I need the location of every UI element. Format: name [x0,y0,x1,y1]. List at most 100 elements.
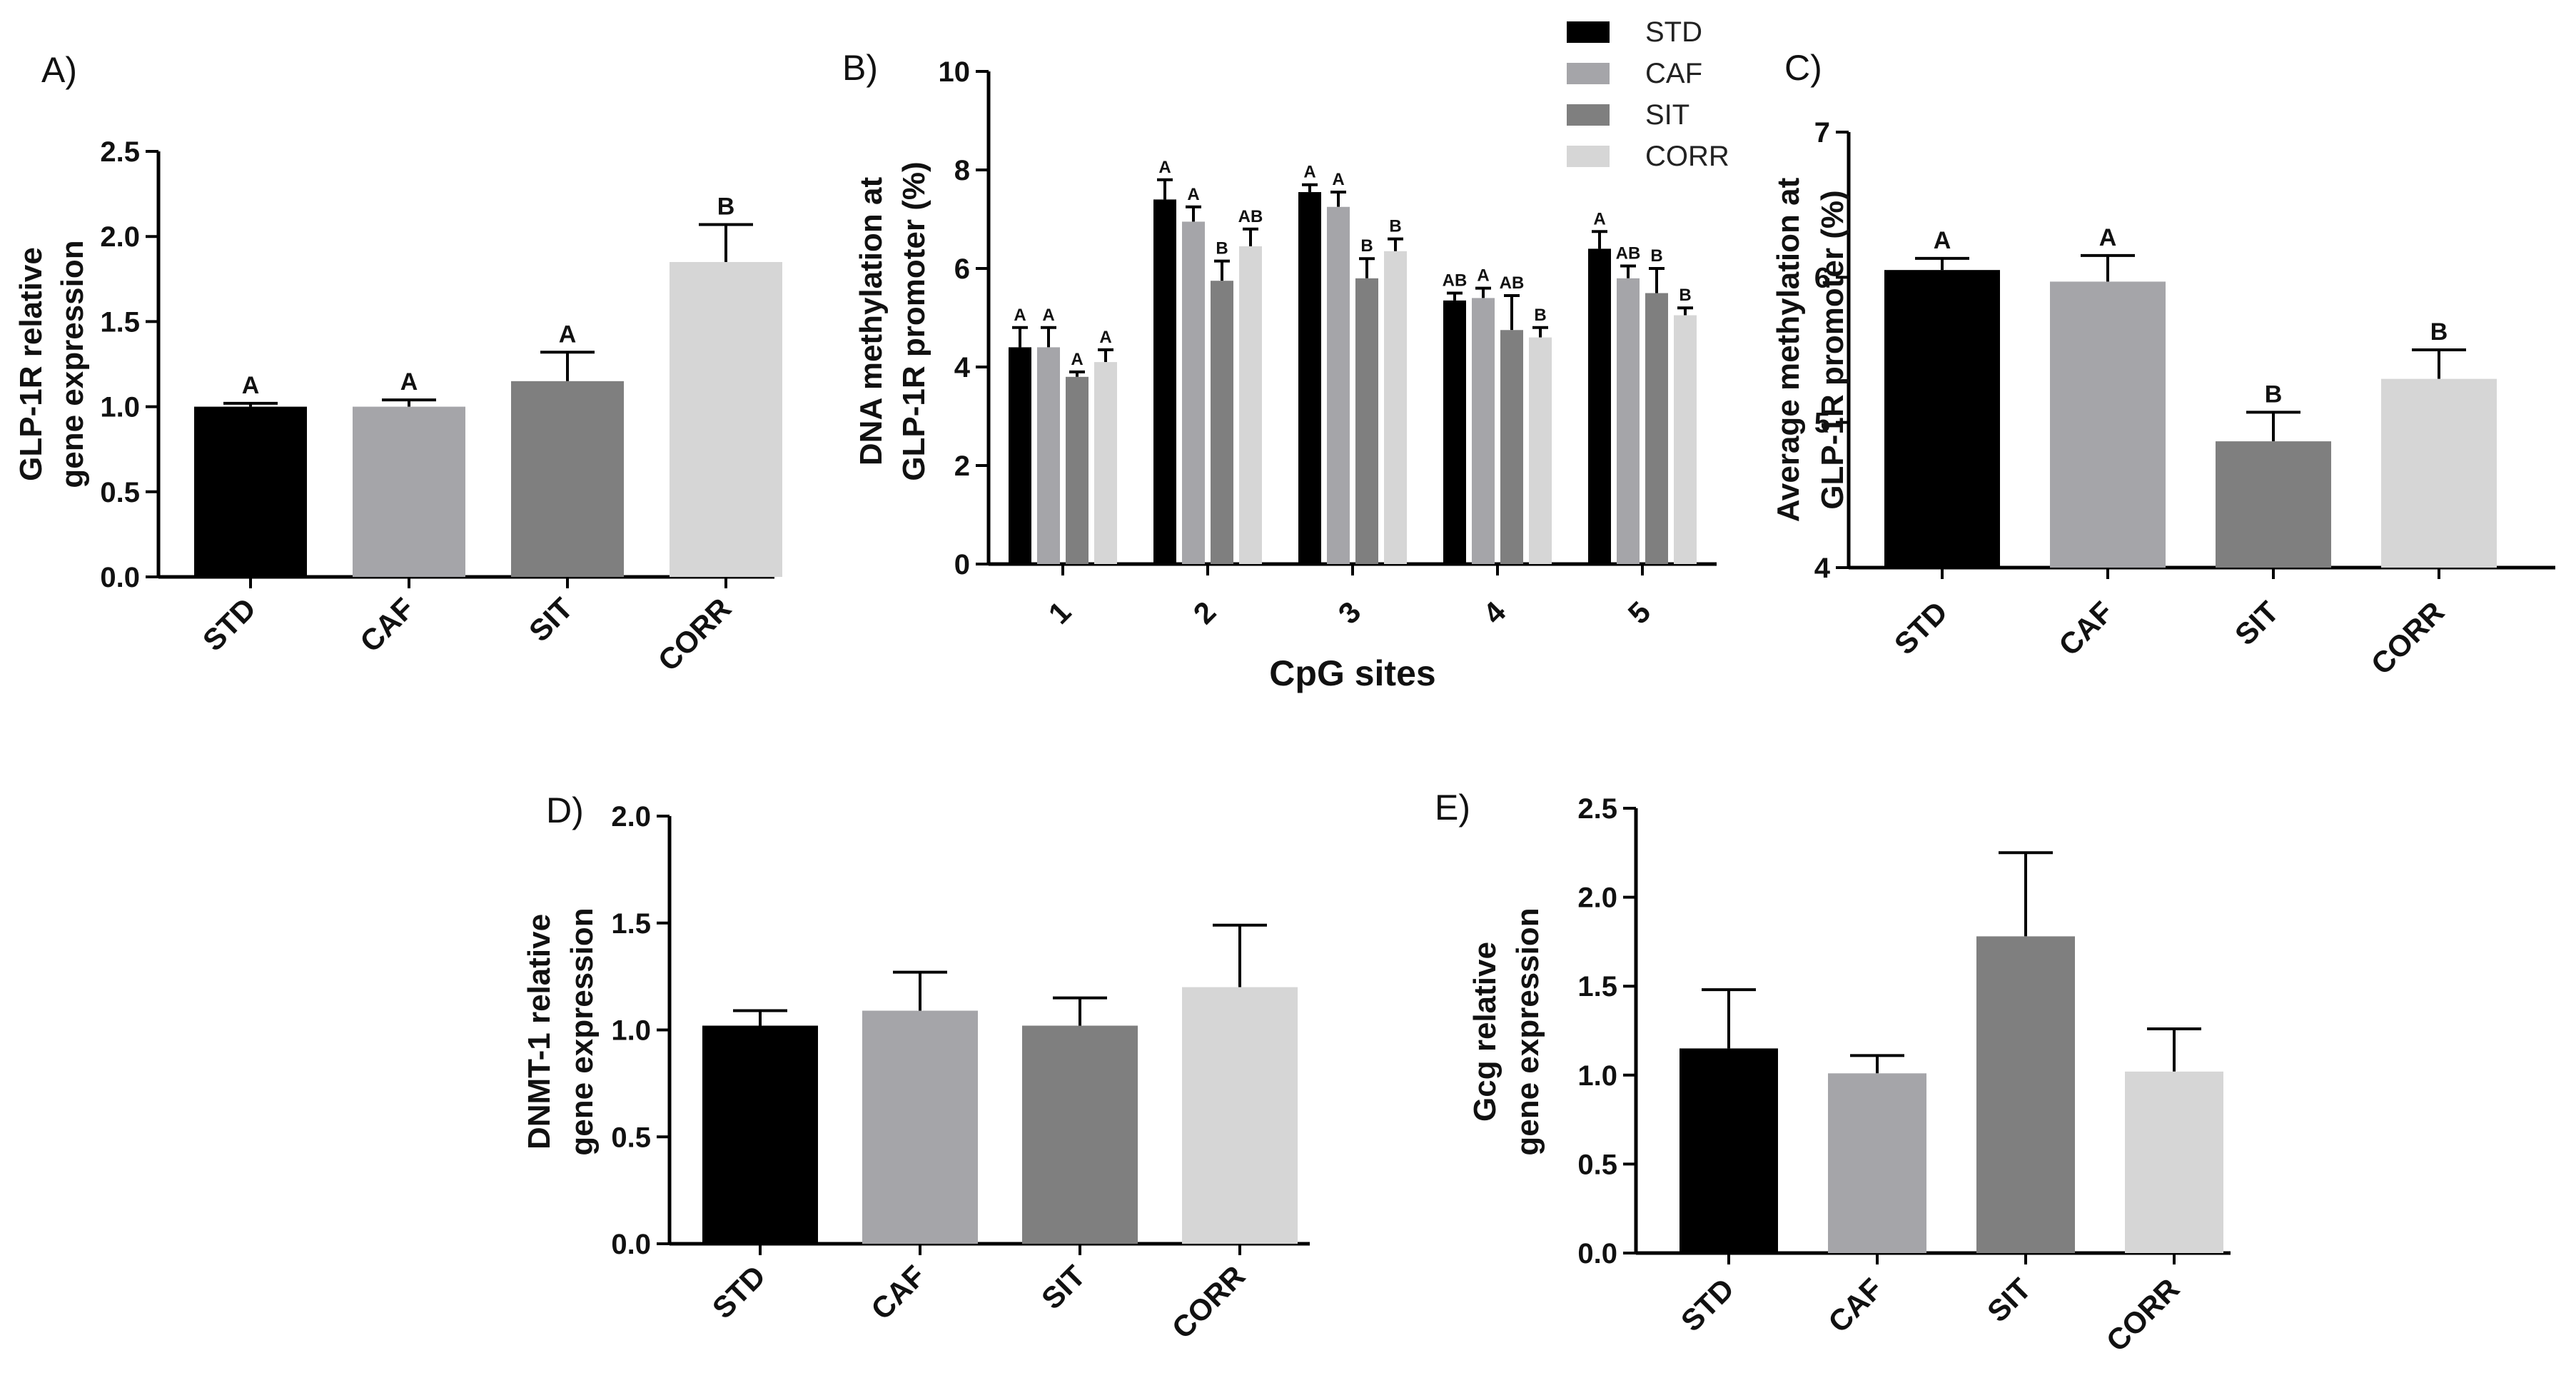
x-category-label: 3 [1332,595,1368,630]
x-category-label: 5 [1622,595,1657,630]
x-category-label: CAF [864,1259,931,1326]
bar-corr [670,261,782,577]
bar-std [1680,1048,1778,1253]
significance-letter: AB [1500,273,1525,293]
legend: STD CAF SIT CORR [1567,16,1729,172]
significance-letter: AB [1616,244,1641,263]
panel-a: 0.0 0.5 1.0 1.5 2.0 2.5 A) GLP-1R relative gene … [14,50,782,678]
legend-swatch-sit [1567,104,1610,126]
significance-letter: B [1216,239,1228,258]
significance-letter: B [1360,236,1373,256]
y-axis-label: GLP-1R relative gene expression [14,240,90,488]
y-tick-label: 2.0 [611,801,651,833]
legend-swatch-caf [1567,63,1610,84]
y-axis-label-line: GLP-1R promoter (%) [1815,190,1850,509]
bar-corr [2125,1071,2223,1253]
bar-sit [1355,278,1378,564]
significance-letter: A [242,372,260,399]
panel-c: 4 5 6 7 C) Average methylation at GLP-1R promo… [1771,48,2555,681]
significance-letter: A [1158,158,1171,177]
x-category-label: STD [1675,1272,1741,1338]
x-category-label: SIT [1981,1272,2038,1329]
bar-sit [1211,281,1233,564]
x-category-label: 4 [1477,595,1512,630]
x-category-label: CORR [2365,595,2451,681]
y-tick-label: 0.0 [100,562,140,593]
y-tick-label: 0.0 [1577,1238,1617,1269]
x-category-label: CORR [2100,1272,2186,1358]
x-category-label: STD [706,1259,772,1325]
significance-letter: AB [1443,271,1468,291]
bar-std [1009,347,1031,564]
bar-corr [1239,246,1262,564]
x-category-label: CORR [1166,1259,1252,1345]
panel-d: 0.0 0.5 1.0 1.5 2.0 D) DNMT-1 relative gene exp… [522,790,1310,1345]
panel-e: 0.0 0.5 1.0 1.5 2.0 2.5 E) Gcg relative gene exp… [1435,788,2231,1358]
y-axis-label: Average methylation at GLP-1R promoter (%… [1771,177,1850,522]
panel-label: B) [842,48,878,88]
x-category-label: SIT [2228,595,2285,652]
bar-caf [1472,298,1495,564]
y-tick-label: 1.5 [611,908,651,940]
bar-sit [1066,376,1089,564]
y-tick-label: 2.5 [1577,793,1617,825]
legend-label: CORR [1645,141,1729,172]
y-tick-label: 8 [954,155,970,186]
bar-corr [1094,362,1117,564]
x-category-label: STD [1888,595,1954,661]
bar-caf [1037,347,1060,564]
bar-caf [1617,278,1640,564]
panel-label: C) [1784,48,1822,88]
bar-caf [1828,1073,1926,1253]
y-axis-label-line: gene expression [55,240,90,488]
bar-sit [2216,441,2331,568]
significance-letter: B [1534,306,1546,325]
bar-corr [1384,251,1407,564]
bar-std [1443,300,1466,564]
bar-caf [353,406,465,577]
y-axis-label-line: DNA methylation at [854,177,889,466]
significance-letter: B [2265,381,2283,408]
legend-swatch-std [1567,21,1610,43]
panel-label: E) [1435,788,1470,828]
y-tick-label: 1.5 [100,306,140,338]
bar-caf [1182,221,1205,564]
bar-std [1588,248,1611,564]
y-axis-label-line: Average methylation at [1771,177,1806,522]
bar-corr [2381,378,2497,568]
legend-label: CAF [1645,58,1702,89]
y-tick-label: 4 [1814,553,1831,584]
x-category-label: SIT [522,591,580,648]
y-axis-label-line: DNMT-1 relative [522,914,557,1150]
y-tick-label: 0.0 [611,1229,651,1260]
x-category-label: STD [196,591,263,658]
significance-letter: A [1332,170,1344,189]
y-axis-label-line: gene expression [1510,907,1545,1155]
bar-caf [1327,206,1350,564]
bar-caf [2050,281,2166,568]
y-tick-label: 1.0 [1577,1060,1617,1092]
bar-sit [1976,936,2075,1253]
y-tick-label: 2.0 [1577,882,1617,914]
y-axis-label: DNA methylation at GLP-1R promoter (%) [854,161,931,481]
y-tick-label: 5 [1814,408,1830,439]
x-category-label: CORR [652,591,738,678]
y-tick-label: 1.0 [100,392,140,423]
y-axis-label-line: GLP-1R promoter (%) [896,161,931,481]
significance-letter: A [1593,209,1605,228]
bar-std [1153,199,1176,564]
significance-letter: A [400,368,418,396]
x-category-label: 2 [1187,595,1223,630]
x-category-label: CAF [1822,1272,1889,1339]
legend-swatch-corr [1567,146,1610,167]
y-tick-label: 4 [954,352,971,383]
significance-letter: B [1679,286,1691,305]
y-axis-label-line: GLP-1R relative [14,247,49,481]
x-category-label: CAF [2052,595,2119,662]
y-tick-label: 6 [1814,262,1830,293]
significance-letter: B [717,193,735,221]
y-tick-label: 6 [954,253,970,285]
bar-corr [1529,337,1552,564]
significance-letter: A [2099,224,2117,251]
